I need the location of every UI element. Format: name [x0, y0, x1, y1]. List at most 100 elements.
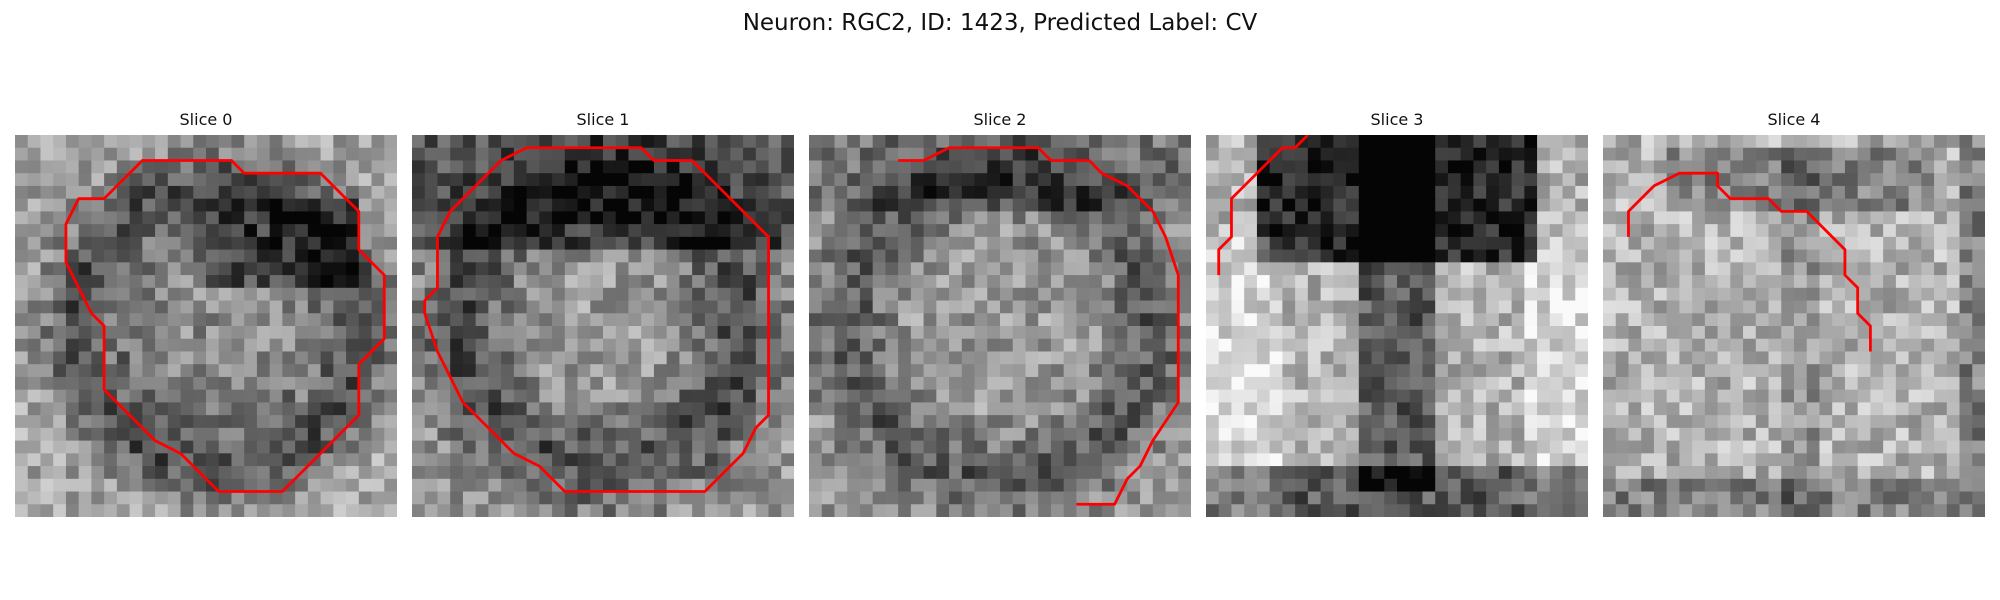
pixel [1603, 173, 1617, 187]
pixel [104, 147, 118, 161]
pixel [1883, 300, 1897, 314]
pixel [1603, 440, 1617, 454]
pixel [1883, 376, 1897, 391]
pixel [295, 478, 309, 493]
pixel [1575, 198, 1588, 212]
pixel [1025, 300, 1039, 314]
pixel [333, 160, 347, 174]
pixel [218, 160, 232, 174]
pixel [1152, 173, 1167, 187]
pixel [513, 376, 528, 391]
pixel [666, 478, 680, 493]
pixel [333, 364, 347, 378]
pixel [1768, 224, 1782, 238]
pixel [1256, 173, 1271, 187]
pixel [346, 364, 360, 378]
pixel [1730, 351, 1744, 365]
pixel [1615, 249, 1629, 263]
pixel [961, 198, 976, 212]
pixel [1012, 376, 1026, 391]
pixel [1038, 415, 1052, 429]
pixel [1165, 211, 1179, 225]
pixel [974, 491, 988, 505]
pixel [961, 135, 976, 149]
pixel [167, 402, 182, 416]
pixel [1806, 376, 1820, 391]
pixel [1320, 173, 1334, 187]
pixel [450, 185, 464, 200]
pixel [1256, 338, 1271, 352]
pixel [116, 275, 131, 289]
pixel [898, 300, 912, 314]
pixel [564, 351, 579, 365]
pixel [269, 185, 283, 200]
pixel [666, 427, 680, 442]
pixel [231, 135, 245, 149]
pixel [1244, 135, 1258, 149]
pixel [53, 338, 67, 352]
pixel [641, 440, 655, 454]
pixel [704, 389, 719, 403]
pixel [872, 185, 886, 200]
pixel [450, 415, 464, 429]
pixel [717, 211, 731, 225]
pixel [1460, 287, 1474, 302]
pixel [358, 236, 373, 251]
pixel [717, 313, 731, 327]
pixel [1076, 198, 1090, 212]
pixel [949, 211, 963, 225]
pixel [1832, 224, 1846, 238]
pixel [1603, 135, 1617, 149]
pixel [552, 287, 566, 302]
pixel [1549, 466, 1564, 480]
pixel [641, 402, 655, 416]
pixel [1498, 287, 1513, 302]
pixel [641, 376, 655, 391]
pixel [1628, 249, 1642, 263]
pixel [1653, 440, 1668, 454]
pixel [1498, 478, 1513, 493]
pixel [116, 236, 131, 251]
pixel [1704, 326, 1719, 340]
pixel [1628, 287, 1642, 302]
pixel [40, 440, 54, 454]
pixel [603, 249, 617, 263]
pixel [513, 478, 528, 493]
pixel [653, 415, 668, 429]
pixel [1000, 160, 1014, 174]
pixel [1206, 224, 1220, 238]
pixel [834, 466, 848, 480]
pixel [1575, 160, 1588, 174]
pixel [1460, 478, 1474, 493]
pixel [1089, 504, 1103, 517]
pixel [269, 453, 283, 467]
pixel [603, 453, 617, 467]
pixel [231, 262, 245, 276]
pixel [1256, 300, 1271, 314]
pixel [898, 211, 912, 225]
pixel [1165, 389, 1179, 403]
pixel [1397, 198, 1411, 212]
pixel [666, 453, 680, 467]
pixel [424, 440, 438, 454]
pixel [462, 211, 477, 225]
pixel [1409, 185, 1423, 200]
pixel [1883, 478, 1897, 493]
pixel [1076, 224, 1090, 238]
pixel [781, 389, 794, 403]
pixel [872, 326, 886, 340]
pixel [1628, 211, 1642, 225]
pixel [1473, 135, 1487, 149]
pixel [1768, 453, 1782, 467]
pixel [1870, 504, 1884, 517]
pixel [462, 478, 477, 493]
pixel [615, 478, 629, 493]
pixel [1653, 491, 1668, 505]
pixel [1089, 275, 1103, 289]
pixel [974, 364, 988, 378]
pixel [488, 198, 502, 212]
pixel [269, 300, 283, 314]
pixel [743, 198, 757, 212]
pixel [358, 326, 373, 340]
pixel [1012, 313, 1026, 327]
